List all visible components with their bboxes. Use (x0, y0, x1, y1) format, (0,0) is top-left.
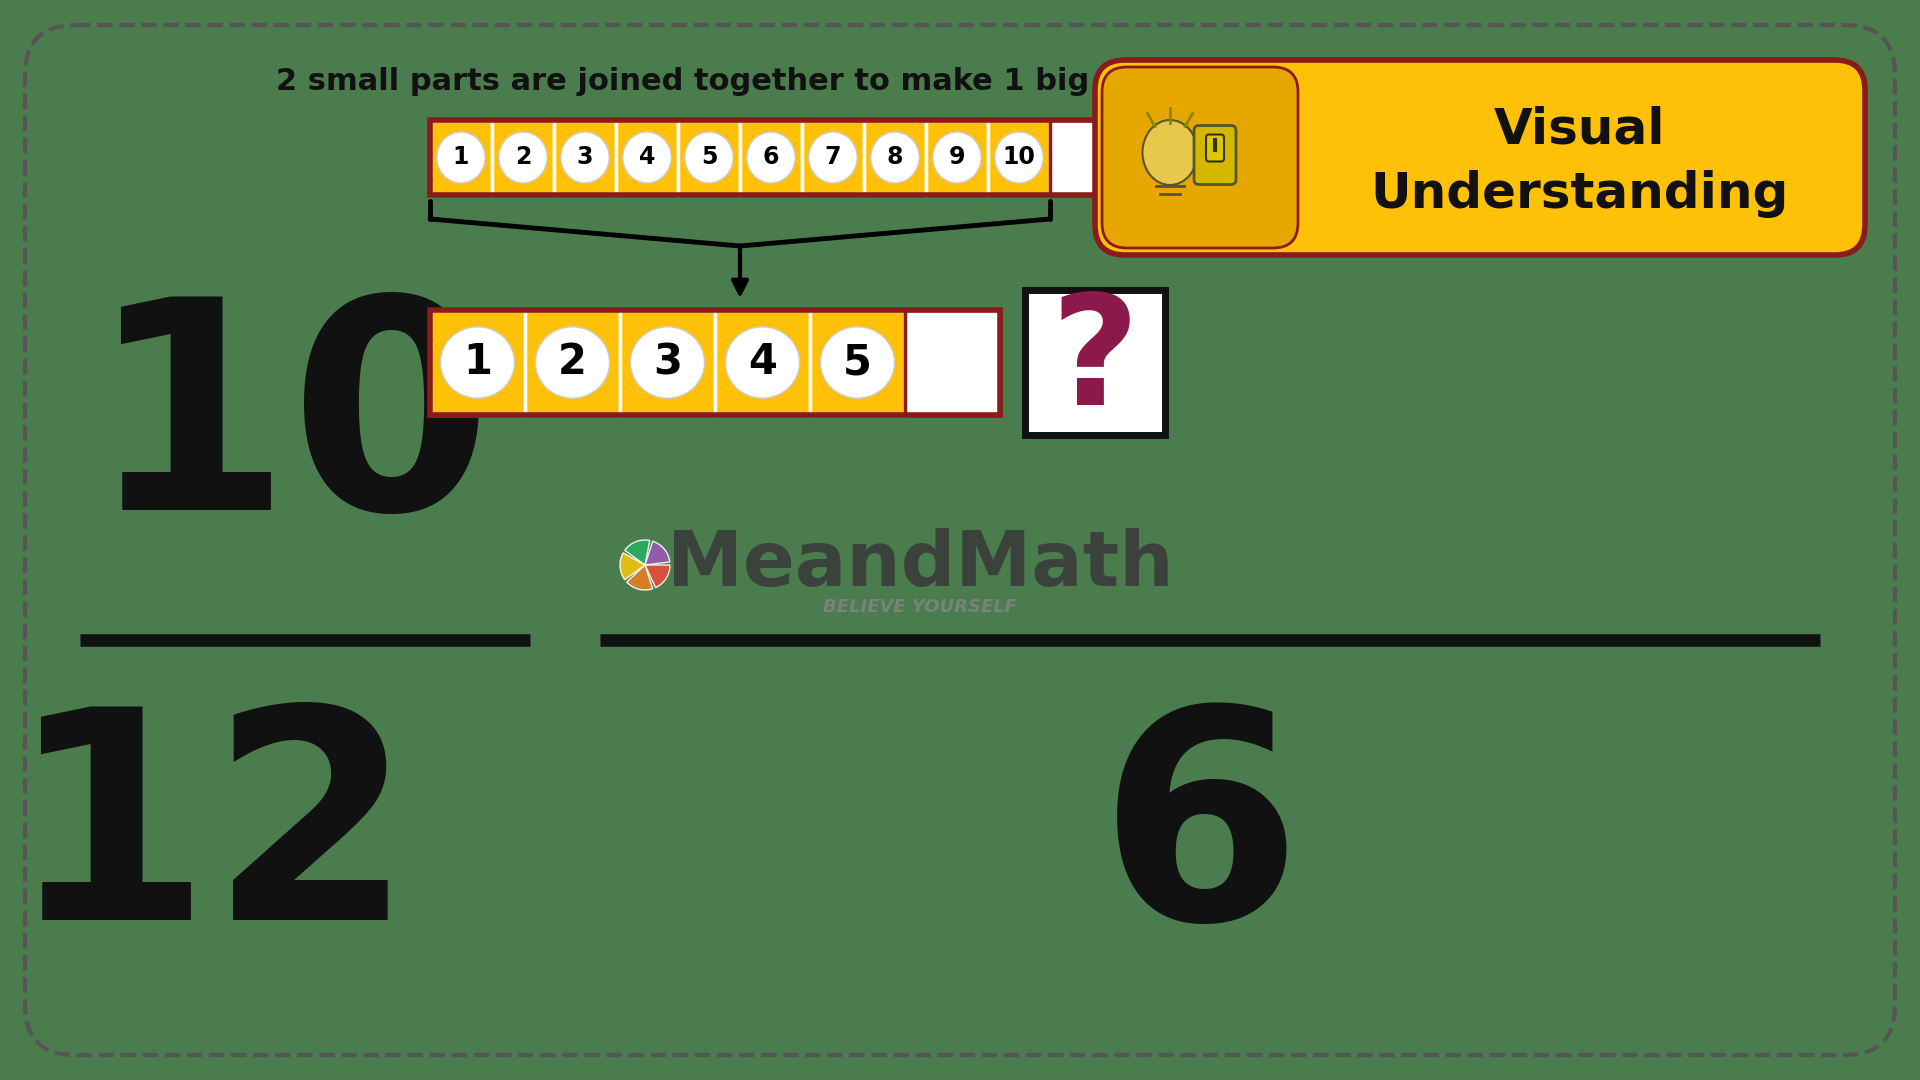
Text: 9: 9 (948, 146, 966, 170)
Bar (492, 120, 555, 195)
Ellipse shape (995, 132, 1043, 183)
Text: 6: 6 (762, 146, 780, 170)
Bar (430, 310, 1000, 415)
Bar (430, 310, 524, 415)
Ellipse shape (630, 327, 705, 399)
Bar (803, 120, 864, 195)
Ellipse shape (808, 132, 856, 183)
Bar (925, 120, 989, 195)
Text: ?: ? (1050, 288, 1139, 437)
Bar (555, 120, 616, 195)
Wedge shape (645, 541, 670, 565)
Text: 3: 3 (653, 341, 682, 383)
Text: 2 small parts are joined together to make 1 big part.: 2 small parts are joined together to mak… (276, 67, 1185, 96)
Text: 10: 10 (1002, 146, 1035, 170)
Ellipse shape (872, 132, 920, 183)
Bar (904, 310, 1000, 415)
Ellipse shape (820, 327, 895, 399)
Text: 1: 1 (463, 341, 492, 383)
Bar (810, 310, 904, 415)
Ellipse shape (747, 132, 795, 183)
Bar (739, 120, 803, 195)
Bar (616, 120, 678, 195)
Wedge shape (624, 540, 649, 565)
Ellipse shape (622, 132, 672, 183)
Bar (1025, 291, 1165, 435)
Text: 12: 12 (8, 699, 413, 982)
Bar (714, 310, 810, 415)
Text: 10: 10 (86, 288, 493, 571)
Ellipse shape (933, 132, 981, 183)
FancyBboxPatch shape (1102, 67, 1298, 248)
Text: BELIEVE YOURSELF: BELIEVE YOURSELF (824, 598, 1018, 616)
Bar (864, 120, 925, 195)
FancyBboxPatch shape (1094, 60, 1864, 255)
Text: Visual: Visual (1494, 106, 1667, 153)
Text: 1: 1 (453, 146, 468, 170)
Ellipse shape (440, 327, 515, 399)
Bar (430, 120, 1173, 195)
Wedge shape (626, 565, 653, 590)
Text: 4: 4 (749, 341, 778, 383)
Ellipse shape (726, 327, 799, 399)
Ellipse shape (1142, 120, 1198, 185)
Text: 4: 4 (639, 146, 655, 170)
Ellipse shape (561, 132, 609, 183)
Text: 2: 2 (515, 146, 532, 170)
Ellipse shape (499, 132, 547, 183)
Text: 5: 5 (701, 146, 718, 170)
Text: 2: 2 (559, 341, 588, 383)
Wedge shape (645, 565, 670, 588)
FancyBboxPatch shape (1206, 135, 1225, 162)
Text: MeandMath: MeandMath (666, 528, 1173, 602)
Bar (524, 310, 620, 415)
Ellipse shape (685, 132, 733, 183)
Wedge shape (620, 553, 645, 580)
Text: 7: 7 (826, 146, 841, 170)
Bar (430, 120, 492, 195)
Text: 5: 5 (843, 341, 872, 383)
Bar (620, 310, 714, 415)
Text: 6: 6 (1098, 699, 1302, 982)
Ellipse shape (438, 132, 486, 183)
Bar (1112, 120, 1173, 195)
Text: 3: 3 (576, 146, 593, 170)
Bar (430, 310, 1000, 415)
Bar (430, 120, 1173, 195)
Bar (1050, 120, 1112, 195)
Bar (678, 120, 739, 195)
FancyBboxPatch shape (1194, 125, 1236, 185)
Bar (989, 120, 1050, 195)
Text: 8: 8 (887, 146, 902, 170)
Text: Understanding: Understanding (1371, 171, 1789, 218)
Ellipse shape (536, 327, 609, 399)
